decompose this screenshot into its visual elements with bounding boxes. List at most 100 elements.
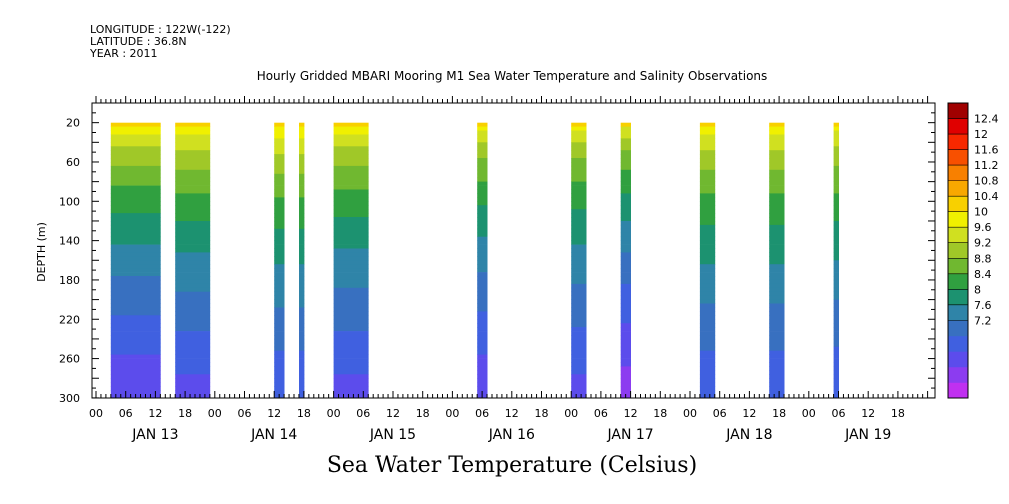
heatmap-cell-9 [769, 295, 785, 300]
heatmap-cell-9 [769, 146, 785, 151]
heatmap-cell-0 [110, 311, 161, 316]
heatmap-cell-0 [110, 138, 161, 143]
y-axis: 20 60 100 140 180 220 260 300 [59, 102, 935, 405]
heatmap-cell-4 [333, 252, 369, 257]
heatmap-cell-9 [769, 181, 785, 186]
heatmap-cell-8 [699, 173, 716, 179]
heatmap-cell-5 [477, 158, 488, 163]
heatmap-cell-0 [110, 287, 161, 293]
heatmap-cell-8 [699, 386, 716, 391]
heatmap-cell-0 [110, 354, 161, 359]
heatmap-cell-10 [833, 307, 839, 312]
heatmap-cell-0 [110, 181, 161, 186]
heatmap-cell-8 [699, 264, 716, 269]
heatmap-cell-9 [769, 252, 785, 257]
heatmap-cell-0 [110, 232, 161, 238]
heatmap-cell-1 [175, 146, 211, 151]
heatmap-cell-8 [699, 338, 716, 344]
heatmap-cell-1 [175, 295, 211, 300]
heatmap-cell-1 [175, 264, 211, 269]
heatmap-cell-0 [110, 162, 161, 167]
heatmap-cell-5 [477, 303, 488, 308]
heatmap-cell-3 [299, 386, 305, 391]
heatmap-cell-7 [620, 390, 631, 395]
colorbar-swatch [948, 304, 968, 321]
heatmap-cell-5 [477, 276, 488, 281]
heatmap-cell-9 [769, 236, 785, 241]
heatmap-cell-7 [620, 331, 631, 336]
heatmap-cell-10 [833, 362, 839, 367]
heatmap-cell-8 [699, 354, 716, 359]
heatmap-cell-3 [299, 362, 305, 367]
colorbar-swatch [948, 320, 968, 337]
heatmap-cell-7 [620, 319, 631, 324]
heatmap-cell-5 [477, 185, 488, 190]
heatmap-cell-6 [571, 311, 587, 316]
heatmap-cell-8 [699, 366, 716, 371]
heatmap-cell-2 [274, 342, 285, 348]
heatmap-cell-5 [477, 217, 488, 222]
heatmap-cell-8 [699, 244, 716, 249]
heatmap-cell-2 [274, 287, 285, 293]
heatmap-cell-6 [571, 244, 587, 249]
heatmap-cell-0 [110, 307, 161, 312]
heatmap-cell-10 [833, 228, 839, 234]
heatmap-cell-9 [769, 311, 785, 316]
colorbar-swatch [948, 335, 968, 352]
heatmap-cell-9 [769, 374, 785, 379]
heatmap-cell-1 [175, 185, 211, 190]
heatmap-cell-7 [620, 335, 631, 340]
heatmap-cell-2 [274, 228, 285, 234]
heatmap-cell-1 [175, 236, 211, 241]
heatmap-cell-9 [769, 189, 785, 194]
heatmap-cell-1 [175, 142, 211, 147]
heatmap-cell-2 [274, 279, 285, 285]
heatmap-cell-5 [477, 134, 488, 139]
heatmap-cell-5 [477, 382, 488, 387]
heatmap-cell-1 [175, 303, 211, 308]
x-hour-label: 06 [356, 407, 370, 420]
heatmap-cell-1 [175, 311, 211, 316]
x-day-label: JAN 14 [250, 427, 297, 443]
heatmap-cell-1 [175, 138, 211, 143]
heatmap-cell-3 [299, 205, 305, 210]
heatmap-cell-2 [274, 307, 285, 312]
colorbar-swatch [948, 196, 968, 212]
heatmap-cell-5 [477, 138, 488, 143]
heatmap-cell-9 [769, 307, 785, 312]
heatmap-cell-8 [699, 158, 716, 163]
heatmap-cell-9 [769, 154, 785, 159]
heatmap-cell-4 [333, 213, 369, 218]
heatmap-cell-5 [477, 283, 488, 289]
colorbar-label: 10.4 [974, 190, 999, 203]
heatmap-cell-10 [833, 209, 839, 214]
heatmap-cell-5 [477, 224, 488, 230]
heatmap-cell-3 [299, 276, 305, 281]
heatmap-cell-4 [333, 299, 369, 304]
heatmap-cell-7 [620, 346, 631, 352]
heatmap-cell-6 [571, 189, 587, 194]
heatmap-cell-1 [175, 205, 211, 210]
heatmap-cell-6 [571, 264, 587, 269]
heatmap-cell-6 [571, 134, 587, 139]
heatmap-cell-10 [833, 382, 839, 387]
heatmap-cell-10 [833, 264, 839, 269]
heatmap-cell-0 [110, 142, 161, 147]
heatmap-cell-6 [571, 173, 587, 179]
heatmap-cell-2 [274, 291, 285, 296]
heatmap-cell-2 [274, 323, 285, 328]
heatmap-cell-5 [477, 126, 488, 131]
heatmap-cell-5 [477, 236, 488, 241]
heatmap-cell-5 [477, 287, 488, 293]
heatmap-cell-9 [769, 150, 785, 155]
heatmap-cell-0 [110, 260, 161, 265]
heatmap-cell-8 [699, 162, 716, 167]
heatmap-cell-4 [333, 366, 369, 371]
heatmap-cell-8 [699, 150, 716, 155]
heatmap-cell-6 [571, 291, 587, 296]
heatmap-cell-4 [333, 342, 369, 348]
x-hour-label: 12 [742, 407, 756, 420]
heatmap-cell-7 [620, 142, 631, 147]
heatmap-cell-6 [571, 248, 587, 253]
heatmap-cell-6 [571, 268, 587, 273]
